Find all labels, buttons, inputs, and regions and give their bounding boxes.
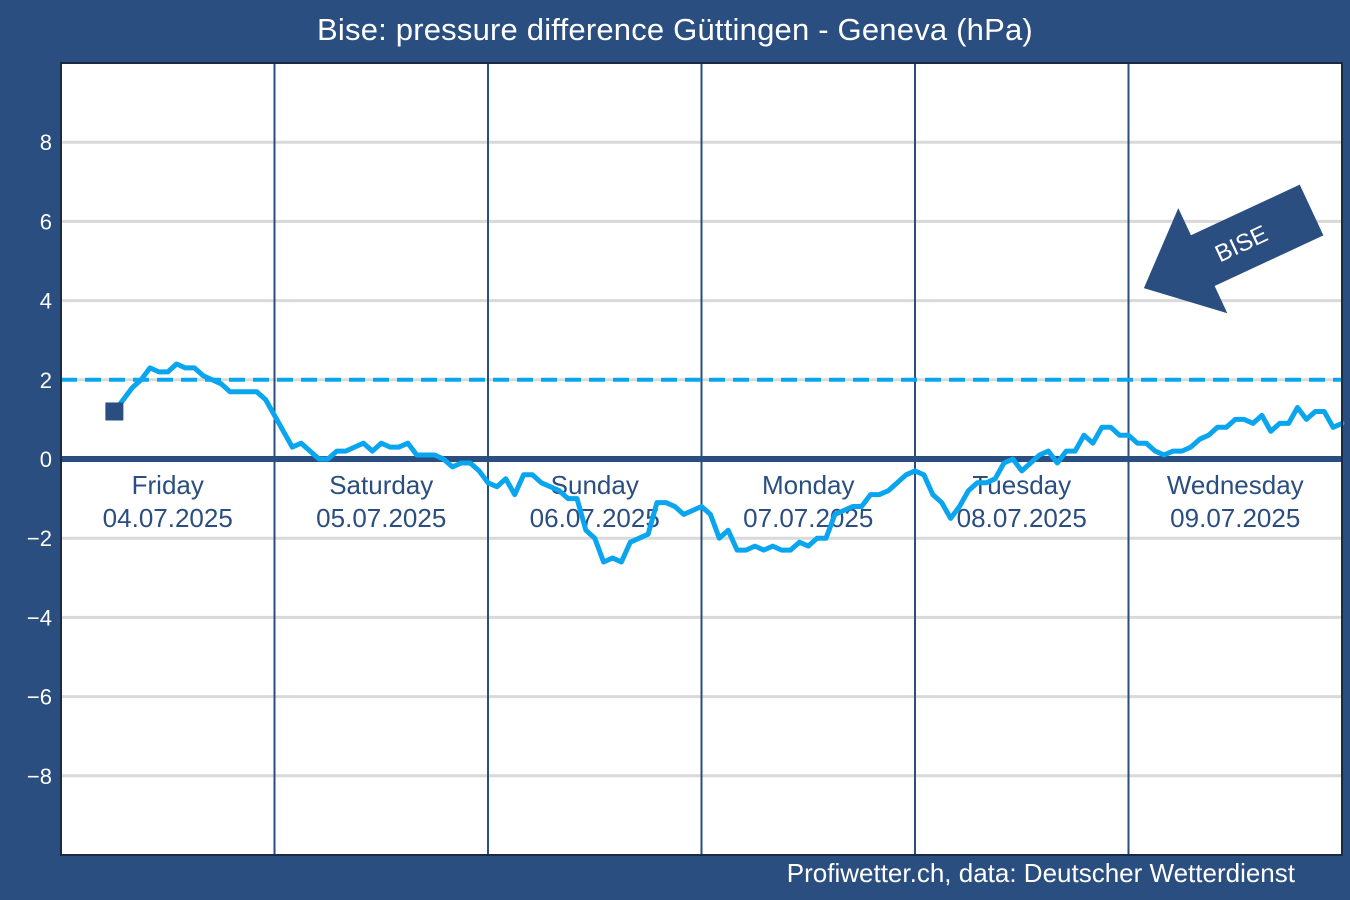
y-tick-label: 0	[40, 447, 52, 472]
day-date-label: 06.07.2025	[530, 503, 660, 533]
y-tick-label: 8	[40, 130, 52, 155]
day-name-label: Wednesday	[1167, 470, 1304, 500]
day-name-label: Tuesday	[972, 470, 1071, 500]
arrow-shape	[1143, 184, 1324, 314]
day-date-label: 04.07.2025	[103, 503, 233, 533]
chart-title: Bise: pressure difference Güttingen - Ge…	[317, 12, 1033, 47]
day-name-label: Saturday	[329, 470, 433, 500]
day-date-label: 09.07.2025	[1170, 503, 1300, 533]
day-name-label: Friday	[132, 470, 204, 500]
y-tick-label: −4	[27, 605, 52, 630]
y-tick-label: 2	[40, 368, 52, 393]
plot-border	[60, 62, 1343, 856]
y-tick-label: −2	[27, 526, 52, 551]
y-tick-label: −6	[27, 685, 52, 710]
y-tick-label: −8	[27, 764, 52, 789]
y-tick-label: 6	[40, 209, 52, 234]
day-name-label: Monday	[762, 470, 855, 500]
day-date-label: 05.07.2025	[316, 503, 446, 533]
y-tick-label: 4	[40, 289, 52, 314]
day-date-label: 08.07.2025	[957, 503, 1087, 533]
bise-arrow-icon: BISE	[1143, 184, 1324, 314]
start-marker	[105, 402, 124, 421]
footer-credit: Profiwetter.ch, data: Deutscher Wetterdi…	[786, 858, 1295, 888]
